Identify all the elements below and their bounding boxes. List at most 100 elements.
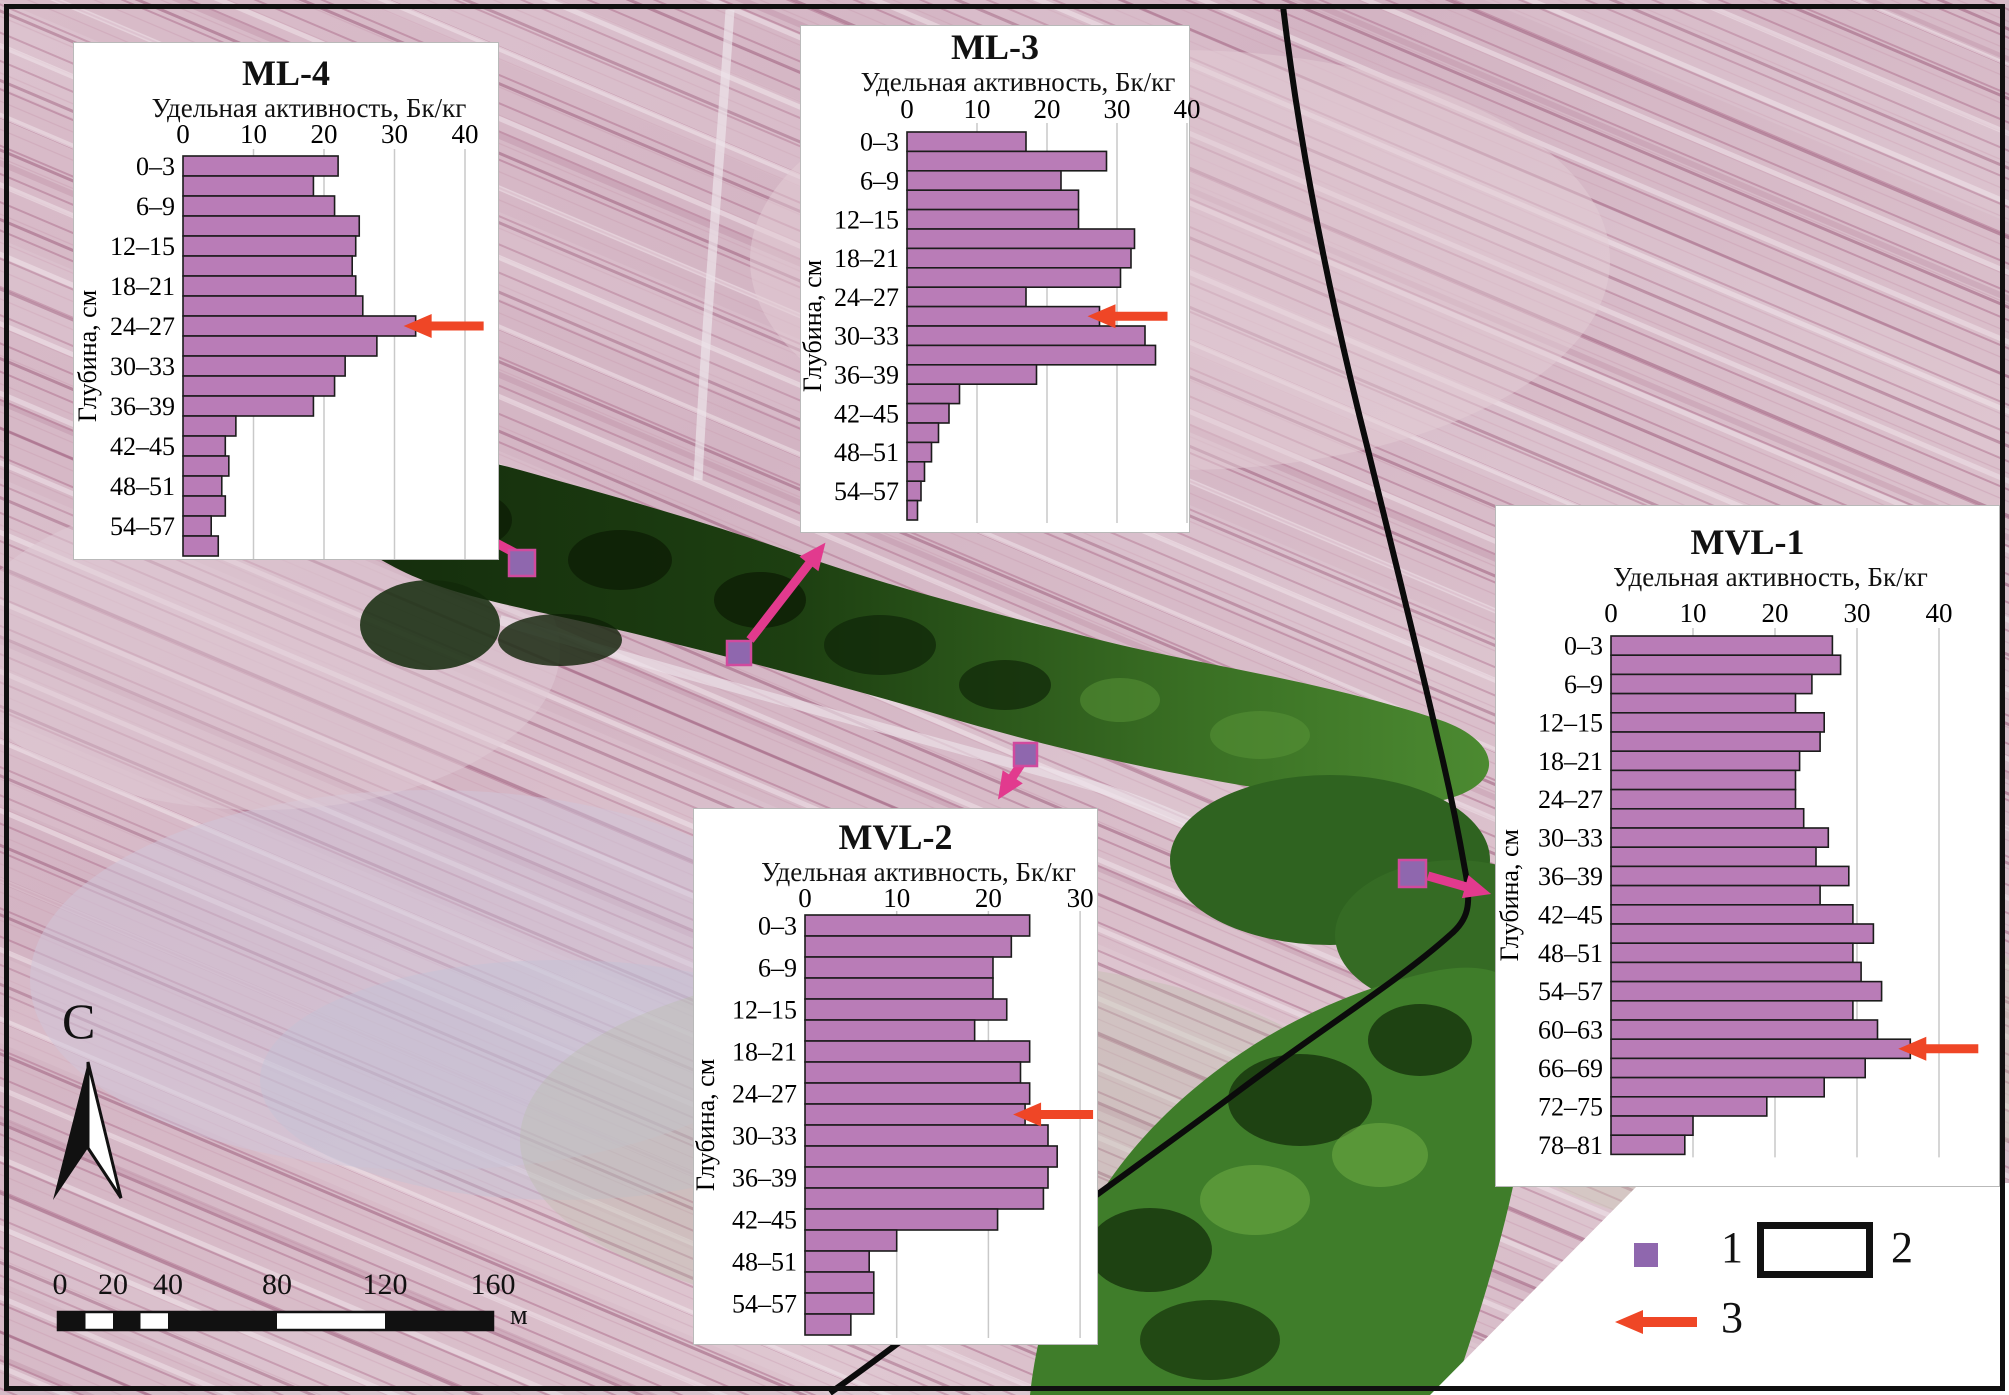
bar-plot: 0 10 20 30 40 0–3 6–9 12–15 18–21 24–27 30–33 36–39… xyxy=(73,119,484,559)
bar xyxy=(804,1271,875,1294)
bar xyxy=(906,305,1101,327)
x-tick-label: 20 xyxy=(1762,598,1789,628)
depth-tick-label: 24–27 xyxy=(1538,785,1603,814)
chart-title: MVL-2 xyxy=(838,817,953,857)
bar xyxy=(804,1313,852,1336)
bar xyxy=(182,435,227,457)
depth-tick-label: 72–75 xyxy=(1538,1092,1603,1121)
depth-tick-label: 6–9 xyxy=(758,954,797,983)
depth-tick-label: 30–33 xyxy=(732,1122,797,1151)
bar xyxy=(182,275,357,297)
bar xyxy=(804,1124,1049,1147)
bar xyxy=(1610,1095,1768,1117)
bar xyxy=(906,402,950,424)
depth-tick-label: 42–45 xyxy=(834,399,899,428)
x-tick-label: 30 xyxy=(1067,883,1094,913)
chart-title: MVL-1 xyxy=(1690,522,1805,562)
depth-tick-label: 24–27 xyxy=(732,1080,797,1109)
bar xyxy=(906,228,1136,250)
scale-tick-label: 0 xyxy=(52,1268,68,1301)
shrub-clump xyxy=(1080,678,1160,722)
depth-tick-label: 30–33 xyxy=(834,322,899,351)
chart-xaxis-title: Удельная активность, Бк/кг xyxy=(860,67,1176,97)
x-tick-label: 20 xyxy=(311,119,338,149)
bar xyxy=(182,155,339,177)
north-arrow-icon xyxy=(53,1061,123,1200)
bar xyxy=(804,1166,1049,1189)
bar xyxy=(1610,1057,1866,1079)
bar xyxy=(1610,903,1854,925)
x-tick-label: 20 xyxy=(975,883,1002,913)
depth-tick-label: 60–63 xyxy=(1538,1016,1603,1045)
bar xyxy=(182,475,223,497)
bar xyxy=(804,1187,1045,1210)
depth-tick-label: 30–33 xyxy=(1538,824,1603,853)
depth-tick-label: 54–57 xyxy=(110,512,175,541)
shrub-clump xyxy=(1210,711,1310,759)
bar xyxy=(804,1082,1031,1105)
chart-yaxis-title: Глубина, см xyxy=(1495,829,1524,961)
x-tick-label: 30 xyxy=(1104,94,1131,124)
chart-xaxis-title: Удельная активность, Бк/кг xyxy=(761,857,1076,887)
scale-bar xyxy=(56,1310,495,1332)
legend-peak-arrow-icon xyxy=(1615,1310,1697,1334)
depth-tick-label: 48–51 xyxy=(834,438,899,467)
depth-tick-label: 54–57 xyxy=(732,1290,797,1319)
bar xyxy=(182,455,230,477)
tree-clump xyxy=(1088,1208,1212,1292)
bar xyxy=(906,247,1132,269)
bar xyxy=(1610,980,1883,1002)
depth-tick-label: 54–57 xyxy=(1538,977,1603,1006)
bar xyxy=(1610,712,1825,733)
depth-tick-label: 42–45 xyxy=(110,432,175,461)
bar xyxy=(906,131,1027,153)
depth-tick-label: 30–33 xyxy=(110,352,175,381)
bar xyxy=(1610,692,1797,714)
depth-tick-label: 6–9 xyxy=(136,192,175,221)
bar xyxy=(804,1103,1026,1126)
bar xyxy=(804,956,994,979)
peak-arrow-icon xyxy=(1898,1036,1979,1061)
depth-tick-label: 36–39 xyxy=(732,1164,797,1193)
bar xyxy=(906,383,961,405)
depth-tick-label: 18–21 xyxy=(1538,747,1603,776)
sample-marker-mvl1 xyxy=(1397,858,1428,889)
bar xyxy=(1610,807,1805,829)
bar xyxy=(906,460,926,482)
depth-tick-label: 0–3 xyxy=(136,152,175,181)
bar xyxy=(182,195,336,217)
bar xyxy=(1610,884,1821,906)
scale-unit-label: м xyxy=(510,1300,528,1331)
pointer-arrow-ml3 xyxy=(746,542,826,643)
bar xyxy=(906,480,922,502)
scale-tick-label: 20 xyxy=(98,1268,128,1301)
field-track xyxy=(693,9,735,481)
bar xyxy=(804,1061,1022,1084)
chart-title: ML-4 xyxy=(242,53,330,93)
bar xyxy=(804,935,1013,958)
bar xyxy=(804,1292,875,1315)
chart-mvl1: MVL-1 Удельная активность, Бк/кг 0 10 20 30… xyxy=(1495,505,2000,1187)
peak-arrow-icon xyxy=(1013,1102,1094,1127)
tree-clump xyxy=(568,530,672,590)
bar xyxy=(1610,846,1817,868)
bar xyxy=(1610,942,1854,964)
tree-clump xyxy=(1368,1004,1472,1076)
bar xyxy=(1610,788,1797,810)
bar-plot: 0 10 20 30 40 0–3 6–9 12–15 18–21 24–27 30–33 36–39… xyxy=(1495,598,1979,1160)
depth-tick-label: 54–57 xyxy=(834,477,899,506)
bar xyxy=(1610,1115,1694,1137)
bar xyxy=(182,295,364,317)
bar xyxy=(1610,654,1842,676)
bar xyxy=(906,286,1027,308)
depth-tick-label: 42–45 xyxy=(1538,900,1603,929)
bar xyxy=(1610,673,1813,695)
bar xyxy=(906,499,919,521)
bar xyxy=(906,422,940,444)
chart-yaxis-title: Глубина, см xyxy=(798,260,827,392)
bar xyxy=(182,395,315,417)
bar xyxy=(804,1040,1031,1063)
bar xyxy=(906,325,1146,347)
shrub-clump xyxy=(1200,1165,1310,1235)
tree-clump xyxy=(498,614,622,666)
